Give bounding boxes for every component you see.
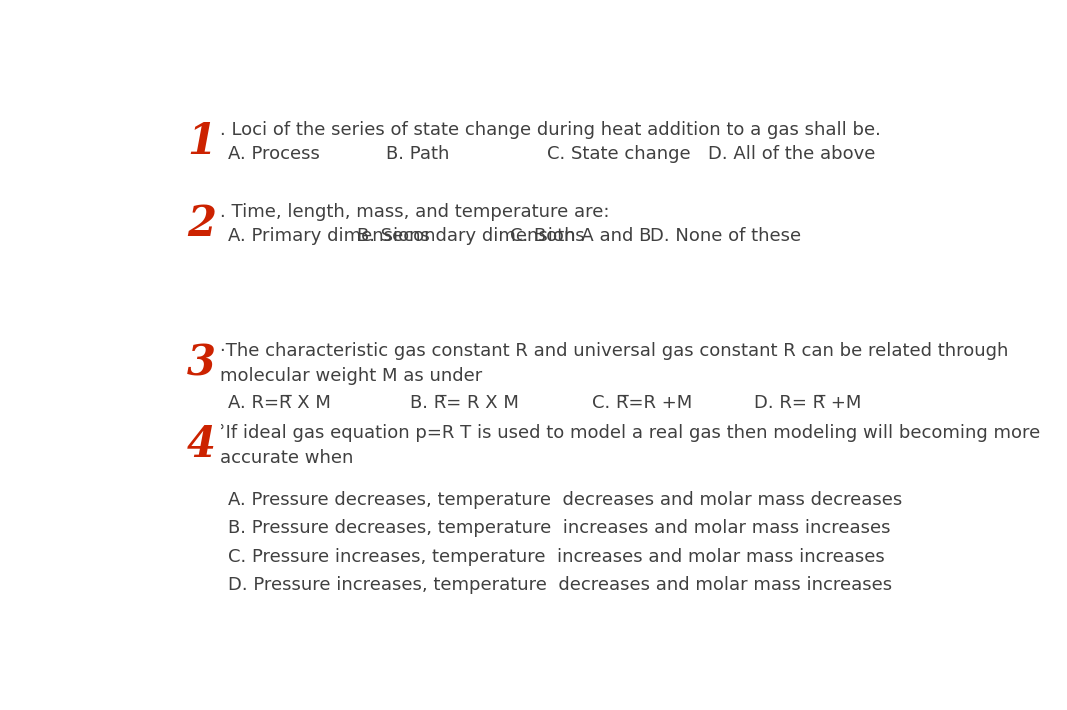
Text: D. None of these: D. None of these: [650, 227, 801, 246]
Text: C. Pressure increases, temperature  increases and molar mass increases: C. Pressure increases, temperature incre…: [228, 547, 886, 566]
Text: B. Secondary dimensions: B. Secondary dimensions: [356, 227, 585, 246]
Text: 4: 4: [187, 424, 217, 466]
Text: B. R̅= R X M: B. R̅= R X M: [411, 394, 520, 412]
Text: C. State change: C. State change: [547, 146, 690, 163]
Text: B. Path: B. Path: [385, 146, 449, 163]
Text: D. All of the above: D. All of the above: [708, 146, 875, 163]
Text: A. Primary dimensions: A. Primary dimensions: [228, 227, 430, 246]
Text: A. Process: A. Process: [228, 146, 320, 163]
Text: ·The characteristic gas constant R and universal gas constant R can be related t: ·The characteristic gas constant R and u…: [220, 342, 1008, 360]
Text: A. Pressure decreases, temperature  decreases and molar mass decreases: A. Pressure decreases, temperature decre…: [228, 491, 903, 509]
Text: C. R̅=R +M: C. R̅=R +M: [592, 394, 692, 412]
Text: 1: 1: [187, 121, 217, 163]
Text: . Loci of the series of state change during heat addition to a gas shall be.: . Loci of the series of state change dur…: [220, 121, 881, 138]
Text: C. Both A and B: C. Both A and B: [510, 227, 651, 246]
Text: D. Pressure increases, temperature  decreases and molar mass increases: D. Pressure increases, temperature decre…: [228, 577, 893, 594]
Text: 3: 3: [187, 342, 217, 384]
Text: ʾIf ideal gas equation p=R T is used to model a real gas then modeling will beco: ʾIf ideal gas equation p=R T is used to …: [220, 424, 1040, 442]
Text: B. Pressure decreases, temperature  increases and molar mass increases: B. Pressure decreases, temperature incre…: [228, 519, 891, 537]
Text: D. R= R̅ +M: D. R= R̅ +M: [753, 394, 861, 412]
Text: 2: 2: [187, 203, 217, 245]
Text: A. R=R̅ X M: A. R=R̅ X M: [228, 394, 332, 412]
Text: accurate when: accurate when: [220, 449, 353, 466]
Text: molecular weight M as under: molecular weight M as under: [220, 367, 482, 385]
Text: . Time, length, mass, and temperature are:: . Time, length, mass, and temperature ar…: [220, 203, 609, 221]
